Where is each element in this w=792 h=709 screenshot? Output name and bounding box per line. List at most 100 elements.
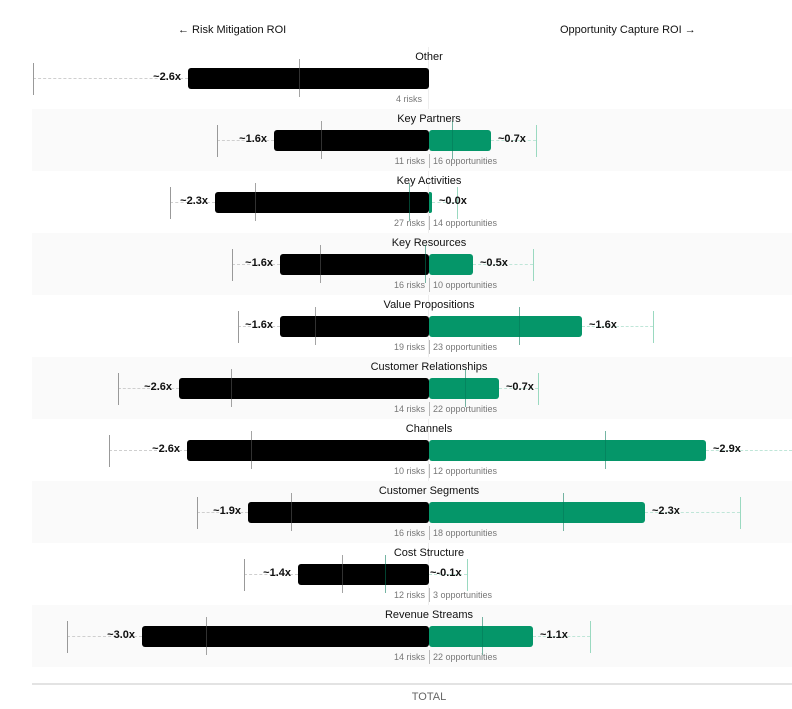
risk-bar[interactable] [179, 378, 429, 399]
opportunity-roi-value: ~0.5x [480, 257, 508, 269]
opportunity-whisker [536, 125, 537, 157]
row-label: Channels [405, 423, 453, 435]
opportunity-bar[interactable] [429, 254, 473, 275]
opportunity-count: 22 opportunities [433, 404, 498, 414]
opportunity-tick [482, 617, 483, 655]
risk-count: 27 risks [393, 218, 425, 228]
risk-bar[interactable] [142, 626, 429, 647]
meta-separator [429, 588, 430, 602]
opportunity-whisker [467, 559, 468, 591]
risk-range-line [197, 512, 248, 513]
risk-roi-value: ~3.0x [107, 629, 135, 641]
opportunity-bar[interactable] [429, 130, 491, 151]
opportunity-axis-label: Opportunity Capture ROI → [560, 24, 696, 36]
opportunity-tick [605, 431, 606, 469]
opportunity-whisker [653, 311, 654, 343]
opportunity-count: 16 opportunities [433, 156, 498, 166]
chart-row: Cost Structure ~1.4x ~-0.1x 12 risks 3 oppor… [32, 543, 792, 605]
opportunity-bar[interactable] [429, 626, 533, 647]
opportunity-bar[interactable] [429, 316, 582, 337]
opportunity-bar[interactable] [429, 502, 645, 523]
chart-row: Customer Segments ~1.9x ~2.3x 16 risks 18 op… [32, 481, 792, 543]
risk-tick [255, 183, 256, 221]
risk-bar[interactable] [188, 68, 429, 89]
chart-row: Key Partners ~1.6x ~0.7x 11 risks 16 opportu… [32, 109, 792, 171]
opportunity-range-line [582, 326, 653, 327]
opportunity-tick [519, 307, 520, 345]
risk-bar[interactable] [298, 564, 429, 585]
opportunity-tick [452, 121, 453, 159]
opportunity-roi-value: ~0.7x [498, 133, 526, 145]
opportunity-range-line [432, 202, 457, 203]
risk-count: 12 risks [393, 590, 425, 600]
risk-bar[interactable] [215, 192, 429, 213]
risk-bar[interactable] [187, 440, 429, 461]
opportunity-bar[interactable] [429, 378, 499, 399]
opportunity-roi-value: ~1.1x [540, 629, 568, 641]
row-label: Key Activities [396, 175, 462, 187]
opportunity-tick [385, 555, 386, 593]
risk-roi-value: ~1.6x [239, 133, 267, 145]
risk-whisker [238, 311, 239, 343]
risk-roi-value: ~1.6x [245, 319, 273, 331]
meta-separator [429, 340, 430, 354]
opportunity-range-line [429, 574, 467, 575]
risk-count: 14 risks [393, 652, 425, 662]
row-label: Other [415, 51, 443, 63]
opportunity-count: 14 opportunities [433, 218, 498, 228]
risk-bar[interactable] [280, 254, 429, 275]
chart-row: Key Resources ~1.6x ~0.5x 16 risks 10 opport… [32, 233, 792, 295]
chart-row: Value Propositions ~1.6x ~1.6x 19 risks 23 o… [32, 295, 792, 357]
risk-whisker [170, 187, 171, 219]
risk-tick [291, 493, 292, 531]
meta-separator [429, 154, 430, 168]
risk-roi-value: ~2.6x [144, 381, 172, 393]
opportunity-tick [465, 369, 466, 407]
risk-bar[interactable] [248, 502, 429, 523]
opportunity-whisker [590, 621, 591, 653]
row-label: Value Propositions [383, 299, 475, 311]
center-axis [428, 47, 429, 665]
meta-separator [429, 464, 430, 478]
opportunity-roi-value: ~2.9x [713, 443, 741, 455]
row-label: Key Partners [397, 113, 461, 125]
row-label: Cost Structure [393, 547, 465, 559]
risk-count: 11 risks [394, 156, 425, 166]
opportunity-tick [409, 183, 410, 221]
opportunity-range-line [645, 512, 740, 513]
risk-tick [206, 617, 207, 655]
chart-row: Other ~2.6x 4 risks [32, 47, 792, 109]
chart-row: Revenue Streams ~3.0x ~1.1x 14 risks 22 oppo… [32, 605, 792, 667]
opportunity-whisker [533, 249, 534, 281]
meta-separator [429, 402, 430, 416]
opportunity-range-line [499, 388, 538, 389]
risk-tick [251, 431, 252, 469]
opportunity-bar[interactable] [429, 192, 432, 213]
risk-bar[interactable] [280, 316, 429, 337]
risk-range-line [232, 264, 280, 265]
opportunity-count: 18 opportunities [433, 528, 498, 538]
risk-whisker [217, 125, 218, 157]
opportunity-roi-value: ~0.0x [439, 195, 467, 207]
opportunity-roi-value: ~2.3x [652, 505, 680, 517]
risk-whisker [67, 621, 68, 653]
opportunity-tick [425, 245, 426, 283]
opportunity-count: 23 opportunities [433, 342, 498, 352]
risk-range-line [67, 636, 142, 637]
opportunity-tick [563, 493, 564, 531]
opportunity-range-line [706, 450, 792, 451]
risk-tick [321, 121, 322, 159]
risk-range-line [217, 140, 274, 141]
opportunity-count: 12 opportunities [433, 466, 498, 476]
opportunity-count: 22 opportunities [433, 652, 498, 662]
risk-axis-label: ← Risk Mitigation ROI [178, 24, 287, 36]
risk-roi-value: ~2.6x [153, 71, 181, 83]
opportunity-bar[interactable] [429, 440, 706, 461]
opportunity-range-line [491, 140, 536, 141]
risk-whisker [33, 63, 34, 95]
risk-bar[interactable] [274, 130, 429, 151]
row-label: Customer Relationships [370, 361, 488, 373]
chart-row: Customer Relationships ~2.6x ~0.7x 14 risks… [32, 357, 792, 419]
risk-count: 10 risks [393, 466, 425, 476]
opportunity-count: 3 opportunities [433, 590, 493, 600]
